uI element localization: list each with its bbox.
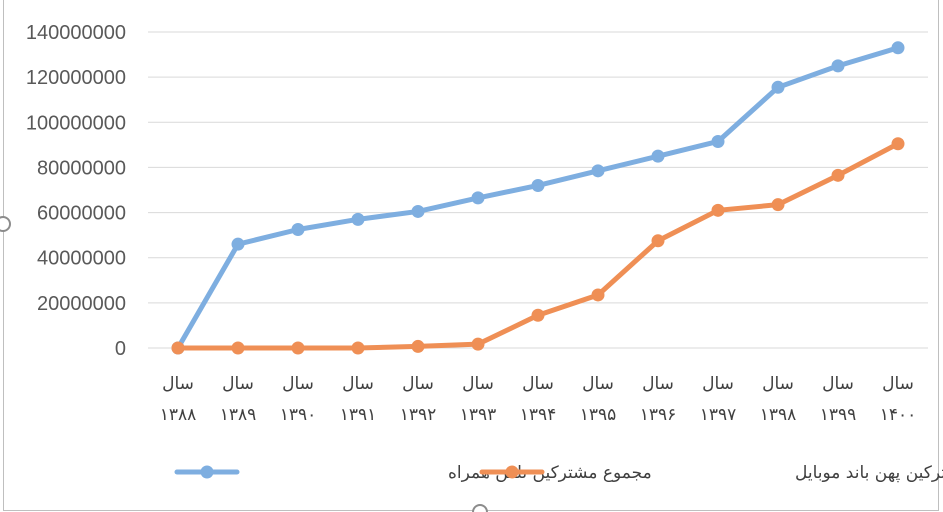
x-tick-label-year: ۱۳۸۸	[160, 405, 197, 425]
legend-item-0[interactable]: مجموع مشترکین تلفن همراه	[174, 463, 652, 483]
data-point	[771, 80, 785, 94]
data-point	[351, 212, 365, 226]
x-tick-label-prefix: سال	[702, 374, 734, 394]
x-tick-label-prefix: سال	[222, 374, 254, 394]
x-tick-label-prefix: سال	[522, 374, 554, 394]
x-tick-label-year: ۱۳۹۵	[580, 405, 617, 425]
data-point	[891, 137, 905, 151]
data-point	[651, 149, 665, 163]
x-tick-label-year: ۱۳۹۴	[520, 405, 557, 425]
x-tick-label-prefix: سال	[882, 374, 914, 394]
data-point	[711, 203, 725, 217]
y-tick-label: 0	[115, 338, 126, 360]
x-tick-label-prefix: سال	[822, 374, 854, 394]
legend-swatch-marker	[200, 465, 214, 479]
y-tick-label: 80000000	[37, 157, 126, 179]
x-tick-label-prefix: سال	[582, 374, 614, 394]
data-point	[651, 234, 665, 248]
x-tick-label-year: ۱۳۹۶	[640, 405, 677, 425]
y-tick-label: 60000000	[37, 203, 126, 225]
x-tick-label-year: ۱۳۹۳	[460, 405, 497, 425]
y-tick-label: 140000000	[26, 22, 126, 44]
data-point	[171, 341, 185, 355]
legend-label: مجموع مشترکین تلفن همراه	[448, 463, 652, 483]
y-tick-label: 100000000	[26, 112, 126, 134]
x-tick-label-prefix: سال	[282, 374, 314, 394]
x-tick-label-year: ۱۳۹۲	[400, 405, 437, 425]
x-tick-label-year: ۱۳۹۸	[760, 405, 797, 425]
data-point	[531, 178, 545, 192]
data-point	[711, 134, 725, 148]
data-point	[351, 341, 365, 355]
legend-label: مجموع مشترکین پهن باند موبایل	[795, 463, 943, 483]
data-point	[831, 168, 845, 182]
selection-handles	[0, 216, 488, 512]
data-point	[831, 59, 845, 73]
legend: مجموع مشترکین تلفن همراه مجموع مشترکین په…	[174, 463, 943, 483]
data-point	[771, 198, 785, 212]
data-point	[291, 223, 305, 236]
resize-handle-bottom[interactable]	[472, 504, 488, 512]
y-tick-label: 120000000	[26, 67, 126, 89]
y-axis-ticks: 0 20000000 40000000 60000000 80000000 1000000…	[26, 22, 126, 360]
x-tick-label-year: ۱۳۹۰	[280, 405, 317, 425]
data-point	[411, 204, 425, 218]
x-tick-label-prefix: سال	[342, 374, 374, 394]
x-tick-label-year: ۱۳۹۱	[340, 405, 377, 425]
x-tick-label-year: ۱۳۹۹	[820, 405, 857, 425]
x-tick-label-year: ۱۳۸۹	[220, 405, 257, 425]
data-point	[291, 341, 305, 355]
x-tick-label-prefix: سال	[162, 374, 194, 394]
y-tick-label: 40000000	[37, 248, 126, 270]
x-axis-ticks: سال ۱۳۸۸ سال ۱۳۸۹ سال ۱۳۹۰ سال ۱۳۹۱ سال ۱۳۹۲ سال ۱۳…	[160, 374, 917, 425]
x-tick-label-prefix: سال	[402, 374, 434, 394]
data-point	[591, 164, 605, 178]
data-point	[531, 308, 545, 322]
x-tick-label-year: ۱۳۹۷	[700, 405, 737, 425]
x-tick-label-prefix: سال	[642, 374, 674, 394]
data-point	[471, 191, 485, 205]
legend-item-1[interactable]: مجموع مشترکین پهن باند موبایل	[479, 463, 943, 483]
data-point	[591, 288, 605, 302]
series	[171, 41, 905, 355]
resize-handle-left[interactable]	[0, 216, 11, 232]
data-point	[891, 41, 905, 55]
data-point	[231, 341, 245, 355]
x-tick-label-year: ۱۴۰۰	[880, 405, 917, 425]
legend-swatch-marker	[505, 465, 519, 479]
data-point	[471, 337, 485, 351]
y-tick-label: 20000000	[37, 293, 126, 315]
data-point	[231, 237, 245, 251]
series-1	[171, 137, 905, 355]
x-tick-label-prefix: سال	[762, 374, 794, 394]
data-point	[411, 339, 425, 353]
x-tick-label-prefix: سال	[462, 374, 494, 394]
chart-frame	[3, 0, 939, 511]
